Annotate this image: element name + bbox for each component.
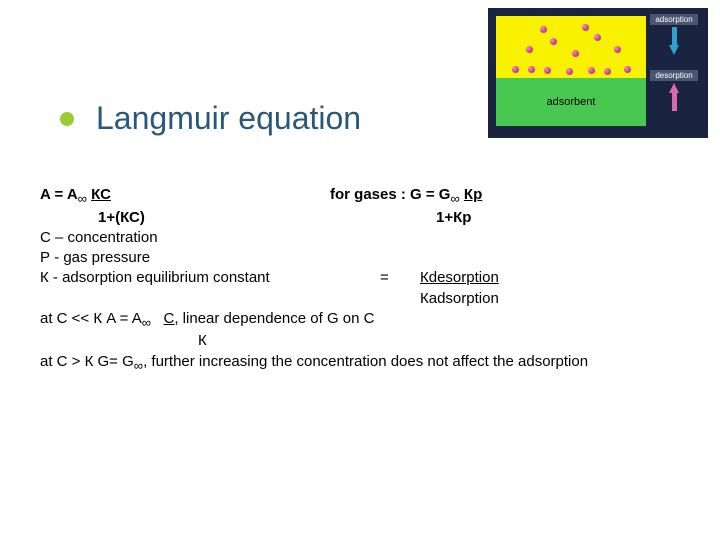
title-row: Langmuir equation [60,100,361,137]
gas-layer [496,16,646,78]
particle-icon [604,68,611,75]
case2-a: at С > К G= G [40,353,134,370]
content: A = A∞ КС for gases : G = G∞ Кр 1+(КС) 1… [40,185,720,374]
adsorption-label: adsorption [650,14,698,25]
particle-icon [572,50,579,57]
bullet-icon [60,112,74,126]
eq-left-a: A = A [40,186,78,203]
eq-right-kp: Кр [464,186,482,203]
case1-a: at С << К A = A [40,310,142,327]
case1-c: linear dependence of G on C [179,310,375,327]
eq-right-a: for gases : G = G [330,186,450,203]
adsorbent-layer: adsorbent [496,78,646,126]
def-pressure: Р - gas pressure [40,248,720,268]
particle-icon [624,66,631,73]
eq-left-kc: КС [91,186,111,203]
def-k-bot: Кadsorption [40,289,720,309]
adsorbent-label: adsorbent [547,96,596,108]
diagram-inner: adsorbent [496,16,646,126]
def-k-top: Кdesorption [420,268,499,288]
particle-icon [588,67,595,74]
case2-b: , further increasing the concentration d… [143,353,588,370]
particle-icon [526,46,533,53]
particle-icon [582,24,589,31]
particle-icon [550,38,557,45]
eq-denom-right: 1+Кр [388,208,716,228]
particle-icon [544,67,551,74]
infinity-icon: ∞ [134,358,143,373]
case1-b: С, [164,310,179,327]
eq-denom-left: 1+(КС) [40,208,388,228]
infinity-icon: ∞ [78,191,87,206]
page-title: Langmuir equation [96,100,361,137]
particle-icon [594,34,601,41]
def-concentration: С – concentration [40,228,720,248]
particle-icon [512,66,519,73]
def-k-eq: = [380,268,420,288]
particle-icon [540,26,547,33]
case1-d: К [40,331,720,351]
def-k-left: К - adsorption equilibrium constant [40,268,380,288]
desorption-label: desorption [650,70,698,81]
particle-icon [528,66,535,73]
adsorption-arrow: adsorption [650,14,698,55]
particle-icon [566,68,573,75]
particle-icon [614,46,621,53]
desorption-arrow: desorption [650,70,698,111]
infinity-icon: ∞ [142,315,151,330]
infinity-icon: ∞ [450,191,459,206]
adsorption-diagram: adsorbent adsorption desorption [488,8,708,138]
